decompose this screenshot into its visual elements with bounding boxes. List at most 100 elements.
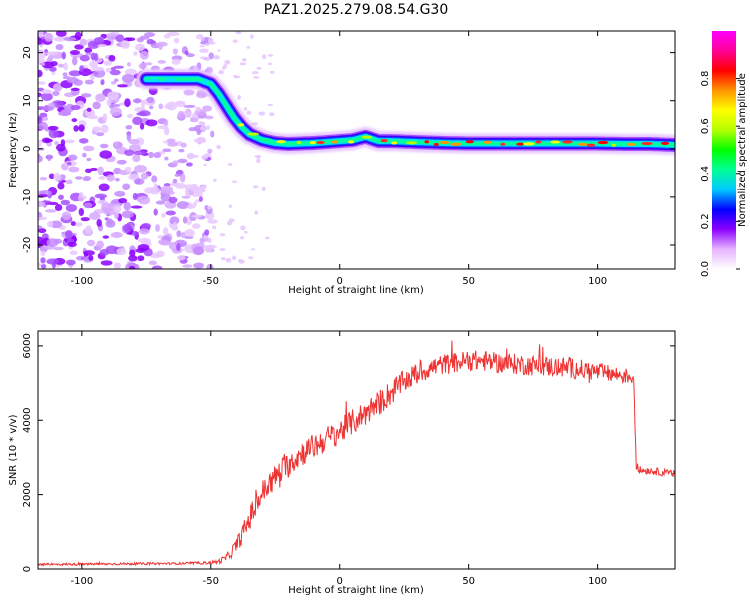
spectrogram-noise-blob: [153, 208, 158, 216]
spectrogram-noise-blob: [256, 66, 262, 70]
spectrogram-hotspot: [185, 77, 192, 81]
spectrogram-noise-blob: [246, 110, 252, 115]
spectrogram-hotspot: [661, 141, 670, 145]
spectrogram-noise-blob: [74, 222, 83, 227]
spectrogram-noise-blob: [228, 218, 235, 223]
spectrogram-noise-blob: [180, 232, 186, 239]
colorbar: 0.0 0.2 0.4 0.6 0.8 Normalized spectral ampl…: [700, 31, 748, 277]
spectrogram-noise-blob: [121, 210, 134, 219]
spectrogram-noise-blob: [85, 52, 92, 56]
spectrogram-noise-blob: [105, 33, 118, 38]
spectrogram-noise-blob: [58, 194, 64, 200]
spectrogram-noise-blob: [39, 176, 48, 181]
spectrogram-noise-blob: [175, 101, 186, 107]
spectrogram-noise-blob: [38, 69, 43, 78]
spectrogram-noise-blob: [46, 258, 59, 265]
spectrogram-noise-blob: [186, 204, 196, 209]
spectrogram-noise-blob: [172, 178, 178, 184]
spectrogram-noise-blob: [199, 188, 205, 193]
spectrogram-noise-blob: [110, 231, 123, 239]
spectrogram-noise-blob: [97, 166, 104, 176]
spectrogram-noise-blob: [55, 43, 64, 51]
spectrogram-noise-blob: [219, 248, 226, 252]
spectrogram-noise-blob: [89, 60, 99, 69]
spectrogram-hotspot: [405, 141, 418, 145]
spectrogram-noise-blob: [164, 156, 169, 161]
snr-y-tick-label: 4000: [22, 408, 33, 433]
spectrogram-noise-blob: [53, 172, 62, 180]
spectrogram-noise-blob: [241, 58, 247, 62]
spectrogram-noise-blob: [133, 51, 138, 56]
spectrogram-noise-blob: [163, 183, 171, 187]
spectrogram-noise-blob: [38, 228, 47, 234]
spectrogram-noise-blob: [144, 187, 155, 194]
spectrogram-noise-blob: [243, 230, 248, 234]
spectrogram-noise-blob: [106, 174, 115, 182]
spectrogram-noise-blob: [207, 148, 213, 154]
spectrogram-noise-blob: [40, 250, 46, 257]
spectrogram-hotspot: [433, 142, 439, 147]
spectrogram-noise-blob: [128, 138, 140, 145]
spectrogram-noise-blob: [53, 36, 66, 42]
spectrogram-noise-blob: [65, 230, 73, 239]
spectrogram-hotspot: [309, 141, 316, 145]
snr-frame: [37, 330, 676, 570]
spectrogram-noise-blob: [207, 219, 218, 224]
spectrogram-noise-blob: [133, 178, 145, 185]
spectrogram-noise-blob: [38, 49, 44, 53]
spectrogram-noise-blob: [52, 246, 64, 251]
spectrogram-hotspot: [361, 135, 373, 139]
spectrogram-noise-blob: [160, 193, 172, 202]
spectrogram-noise-blob: [212, 225, 217, 230]
snr-x-tick-label: -50: [203, 576, 219, 587]
spectrogram-noise-blob: [137, 255, 145, 262]
spectrogram-noise-blob: [174, 173, 181, 177]
spectrogram-noise-blob: [38, 106, 46, 111]
spectrogram-noise-blob: [38, 200, 46, 207]
spectrogram-noise-blob: [267, 103, 273, 107]
spectrogram-noise-blob: [38, 143, 42, 147]
spectrogram-noise-blob: [222, 64, 228, 69]
spectrogram-noise-blob: [43, 105, 54, 112]
spectrogram-hotspot: [276, 140, 286, 144]
spectrogram-noise-blob: [202, 105, 213, 112]
spectrogram-noise-blob: [38, 139, 43, 144]
spectrogram-noise-blob: [227, 163, 233, 166]
spectrogram-noise-blob: [123, 223, 133, 233]
spectrogram-noise-blob: [199, 237, 205, 244]
spectrogram-hotspot: [228, 111, 233, 115]
spectrogram-noise-blob: [74, 31, 82, 40]
spectrogram-noise-blob: [38, 216, 48, 221]
spectrogram-hotspot: [348, 140, 355, 144]
spectrogram-noise-blob: [163, 120, 169, 127]
spectrogram-noise-blob: [139, 35, 150, 40]
spectrogram-noise-blob: [167, 141, 178, 147]
spectrogram-noise-blob: [125, 124, 133, 130]
spectrogram-noise-blob: [38, 262, 42, 268]
spectrogram-noise-blob: [151, 175, 158, 183]
spectrogram-noise-blob: [177, 158, 188, 164]
spectrogram-noise-blob: [126, 62, 132, 67]
spectrogram-noise-blob: [228, 204, 233, 208]
spectrogram-noise-blob: [109, 103, 121, 108]
spectrogram-noise-blob: [105, 245, 119, 255]
spectrogram-noise-blob: [206, 57, 210, 62]
spectrogram-noise-blob: [110, 80, 117, 85]
spectrogram-hotspot: [247, 132, 260, 136]
spectrogram-noise-blob: [198, 121, 203, 124]
spectrogram-noise-blob: [254, 210, 259, 215]
spectrogram-noise-blob: [102, 113, 108, 122]
spectrogram-noise-blob: [127, 113, 134, 119]
spectrogram-hotspot: [535, 140, 542, 144]
spectrogram-noise-blob: [199, 45, 205, 48]
spectrogram-noise: [38, 31, 275, 269]
spectrogram-noise-blob: [52, 91, 60, 96]
spectrogram-noise-blob: [38, 81, 46, 85]
spectrogram-noise-blob: [102, 235, 110, 239]
spectrogram-noise-blob: [71, 118, 78, 123]
spectrogram-noise-blob: [203, 235, 208, 239]
spectrogram-noise-blob: [113, 262, 121, 269]
spectrogram-noise-blob: [232, 255, 237, 261]
snr-panel: -100 -50 0 50 100 0 2000 4000 6000 Height of str…: [8, 330, 676, 596]
spectrogram-noise-blob: [116, 159, 127, 165]
